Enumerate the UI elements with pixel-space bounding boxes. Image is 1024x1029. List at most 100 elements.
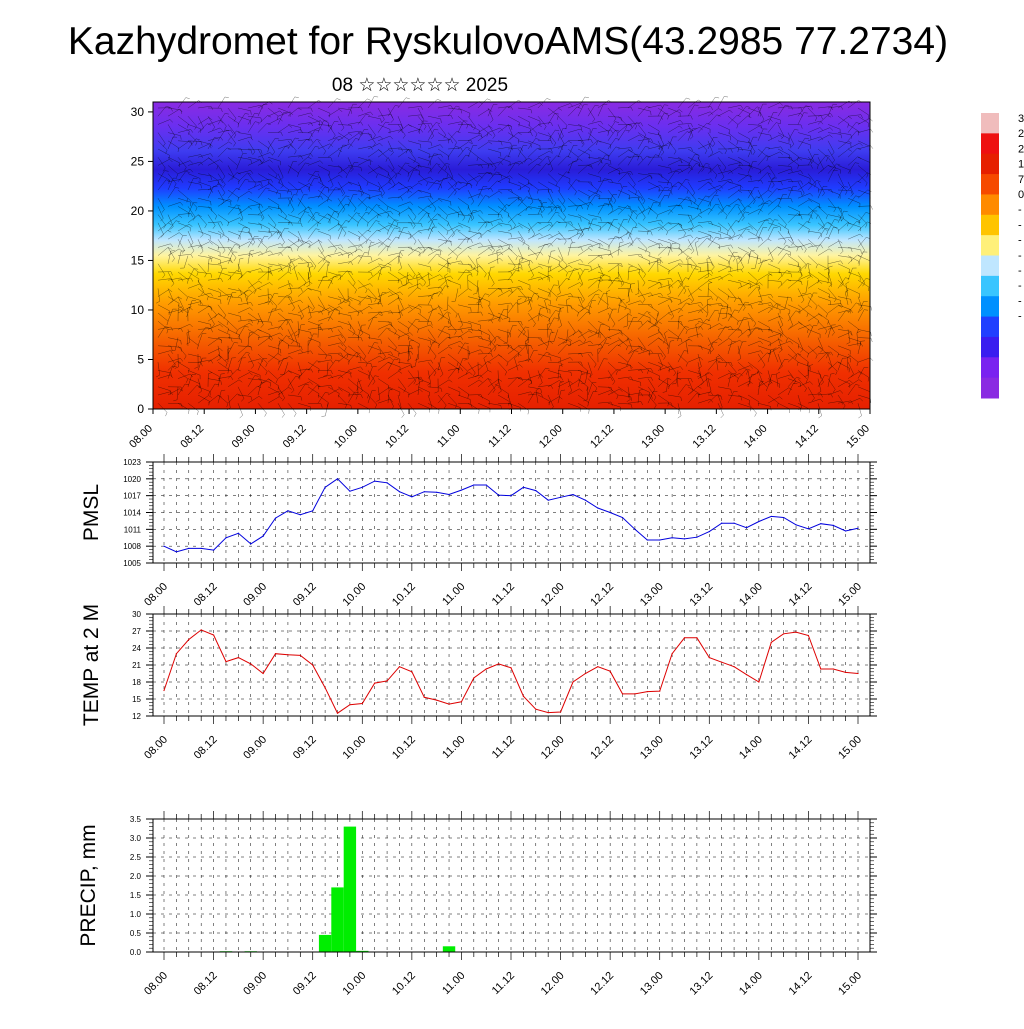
precip-ytick-label: 1.0 bbox=[130, 910, 142, 919]
colorbar-swatch bbox=[981, 153, 999, 175]
precip-xtick-label: 12.00 bbox=[539, 970, 567, 998]
precip-xtick-label: 09.00 bbox=[241, 970, 269, 998]
pmsl-point bbox=[349, 490, 351, 492]
temp-point bbox=[398, 666, 401, 668]
precip-xtick-label: 08.12 bbox=[192, 970, 220, 998]
temp-point bbox=[287, 654, 289, 656]
colorbar-label: 3 bbox=[1018, 113, 1024, 125]
precip-bar bbox=[442, 946, 456, 952]
temp-xtick-label: 11.12 bbox=[490, 734, 517, 761]
temp-point bbox=[820, 668, 822, 670]
pmsl-point bbox=[299, 514, 301, 516]
temp-xtick-label: 09.00 bbox=[241, 734, 269, 762]
heatmap-ytick-label: 15 bbox=[131, 253, 145, 267]
temp-point bbox=[262, 672, 264, 675]
pmsl-ytick-label: 1005 bbox=[123, 559, 141, 568]
pmsl-point bbox=[634, 528, 636, 530]
precip-xtick-label: 11.12 bbox=[490, 970, 517, 997]
colorbar-label: 2 bbox=[1018, 128, 1024, 140]
temp-point bbox=[584, 672, 586, 675]
pmsl-xtick-label: 11.12 bbox=[490, 581, 517, 608]
pmsl-point bbox=[423, 491, 425, 493]
temp-point bbox=[857, 672, 859, 675]
temp-point bbox=[795, 631, 797, 633]
temp-xtick-label: 12.00 bbox=[539, 734, 567, 762]
temp-ytick-label: 21 bbox=[132, 661, 141, 670]
heatmap-ytick-label: 10 bbox=[131, 303, 145, 317]
temp-ytick-label: 27 bbox=[132, 627, 141, 636]
temp-point bbox=[671, 653, 673, 655]
pmsl-point bbox=[597, 507, 599, 509]
pmsl-point bbox=[708, 530, 710, 533]
pmsl-xtick-label: 08.00 bbox=[142, 581, 170, 609]
temp-point bbox=[460, 701, 463, 703]
temp-point bbox=[336, 712, 339, 714]
colorbar-swatch bbox=[981, 275, 999, 297]
precip-xtick-label: 14.00 bbox=[737, 970, 765, 998]
temp-point bbox=[386, 680, 388, 682]
precip-bar bbox=[343, 826, 357, 952]
pmsl-point bbox=[250, 543, 252, 545]
colorbar-swatch bbox=[981, 174, 999, 195]
temp-point bbox=[299, 654, 301, 656]
temp-point bbox=[163, 689, 165, 692]
pmsl-point bbox=[721, 522, 723, 524]
temp-point bbox=[448, 703, 450, 705]
temp-point bbox=[783, 633, 785, 635]
heatmap-x-axis: 08.00 08.12 09.00 09.12 10.00 10.12 11.00 11.12… bbox=[127, 409, 872, 451]
pmsl-point bbox=[225, 537, 227, 539]
pmsl-point bbox=[473, 484, 475, 486]
wind-barbs bbox=[155, 96, 874, 419]
colorbar-label: - bbox=[1018, 235, 1022, 247]
pmsl-xtick-label: 08.12 bbox=[192, 581, 220, 609]
heatmap-xtick-label: 14.12 bbox=[793, 423, 821, 451]
temp-xtick-label: 15.00 bbox=[836, 734, 864, 762]
precip-bar bbox=[356, 950, 369, 952]
temp-point bbox=[274, 653, 277, 655]
pmsl-point bbox=[671, 537, 673, 539]
heatmap-xtick-label: 11.00 bbox=[435, 423, 462, 450]
temp-point bbox=[237, 657, 239, 659]
heatmap-xtick-label: 13.00 bbox=[639, 423, 667, 451]
temp-xtick-label: 08.00 bbox=[142, 734, 170, 762]
temp-ytick-label: 24 bbox=[132, 644, 141, 653]
heatmap-xtick-label: 12.12 bbox=[588, 423, 616, 451]
temp-point bbox=[646, 691, 648, 693]
temp-point bbox=[225, 661, 227, 663]
pmsl-point bbox=[262, 535, 264, 537]
temp-point bbox=[510, 667, 512, 669]
colorbar-swatch bbox=[981, 133, 999, 155]
pmsl-xtick-label: 10.00 bbox=[340, 581, 368, 609]
colorbar-swatch bbox=[981, 336, 999, 358]
pmsl-xtick-label: 14.12 bbox=[787, 581, 815, 609]
pmsl-panel: 1005 1008 1011 1014 1017 1020 1023 08.00 08.12 09… bbox=[80, 454, 877, 609]
pmsl-point bbox=[448, 493, 450, 496]
pmsl-point bbox=[237, 532, 239, 534]
colorbar-swatch bbox=[981, 194, 999, 216]
heatmap-xtick-label: 13.12 bbox=[691, 423, 719, 451]
precip-ytick-label: 0.5 bbox=[130, 929, 142, 938]
temp-point bbox=[485, 668, 487, 670]
precip-ytick-label: 3.5 bbox=[130, 815, 142, 824]
colorbar: 3 2 2 1 7 0 - - - - - - - - bbox=[981, 113, 1024, 399]
colorbar-swatch bbox=[981, 113, 999, 134]
temp-point bbox=[175, 653, 177, 655]
pmsl-point bbox=[175, 551, 177, 553]
heatmap-ytick-label: 25 bbox=[131, 154, 145, 168]
temp-point bbox=[200, 629, 202, 631]
temp-point bbox=[522, 695, 524, 697]
precip-xtick-label: 08.00 bbox=[142, 970, 170, 998]
pmsl-ylabel: PMSL bbox=[80, 484, 103, 541]
heatmap-xtick-label: 15.00 bbox=[844, 423, 872, 451]
pmsl-point bbox=[324, 486, 326, 488]
temp-xtick-label: 14.00 bbox=[737, 734, 765, 762]
temp-point bbox=[188, 638, 190, 641]
temp-point bbox=[745, 674, 748, 676]
temp-point bbox=[621, 693, 624, 695]
temp-point bbox=[312, 664, 314, 666]
temp-xtick-label: 13.12 bbox=[687, 734, 715, 762]
pmsl-point bbox=[200, 547, 202, 550]
temp-ytick-label: 18 bbox=[132, 678, 141, 687]
